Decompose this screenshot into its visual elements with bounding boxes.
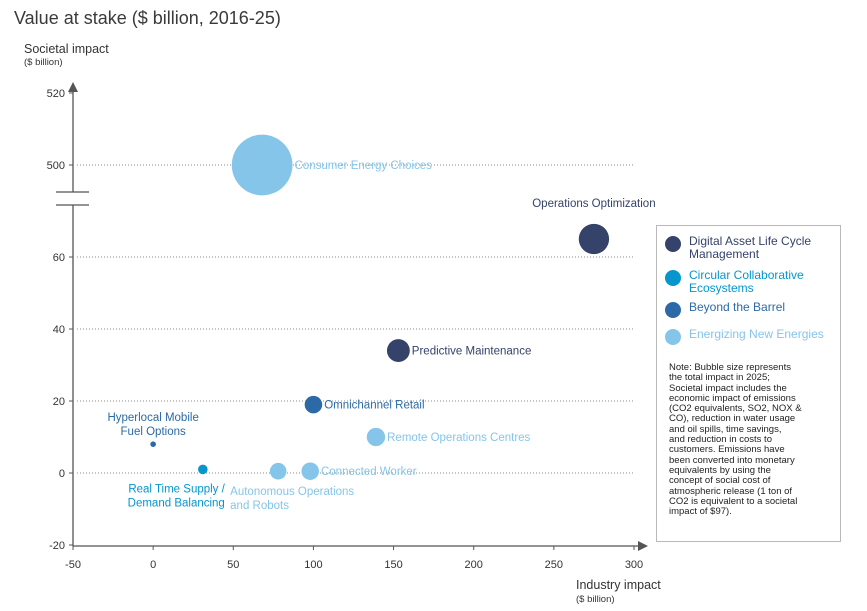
y-tick-label: 500 [47,160,65,172]
chart-title: Value at stake ($ billion, 2016-25) [14,8,281,28]
bubble [386,339,410,363]
legend-swatch [665,236,681,252]
y-tick-label: 520 [47,88,65,100]
y-tick-label: 60 [53,252,65,264]
y-axis-unit: ($ billion) [24,57,63,68]
note-line: CO), reduction in water usage [669,413,796,425]
x-tick-label: 200 [465,559,483,571]
note-line: and oil spills, time savings, [669,423,782,435]
bubble [578,223,610,255]
legend-label-line: Circular Collaborative [689,268,804,282]
x-tick-label: 100 [304,559,322,571]
legend-swatch [665,329,681,345]
y-tick-label: 20 [53,396,65,408]
x-tick-label: -50 [65,559,81,571]
note-line: concept of social cost of [669,475,771,487]
note-line: impact of $97). [669,506,732,518]
note-line: been converted into monetary [669,454,795,466]
note-line: customers. Emissions have [669,444,785,456]
bubble [304,395,323,414]
bubble-label: Fuel Options [121,426,186,438]
bubble [301,462,319,480]
bubble-label: Consumer Energy Choices [294,160,432,172]
legend-item-energizing: Energizing New Energies [665,328,837,345]
note-line: Note: Bubble size represents [669,362,791,373]
legend-label-line: Management [689,247,760,261]
bubble [198,464,208,475]
legend-swatch [665,270,681,286]
bubble [366,427,386,447]
y-tick-label: -20 [49,540,65,552]
legend: Digital Asset Life Cycle Management Circ… [656,225,841,542]
bubble-label: Omnichannel Retail [324,400,424,412]
legend-label-line: Digital Asset Life Cycle [689,234,812,248]
bubble-label: Real Time Supply / [128,483,225,495]
bubble-label: Predictive Maintenance [412,346,532,358]
x-tick-label: 150 [384,559,402,571]
bubble-label: Hyperlocal Mobile [107,412,198,424]
legend-label-line: Ecosystems [689,281,754,295]
bubble-label: and Robots [230,500,289,512]
note-line: the total impact in 2025; [669,372,770,384]
x-tick-label: 50 [227,559,239,571]
legend-item-beyond-barrel: Beyond the Barrel [665,301,837,318]
y-axis-arrow [68,82,78,92]
x-tick-label: 300 [625,559,643,571]
legend-swatch [665,302,681,318]
y-axis-label: Societal impact [24,42,109,56]
note-line: economic impact of emissions [669,392,796,404]
note-line: (CO2 equivalents, SO2, NOX & [669,403,802,415]
y-tick-label: 0 [59,468,65,480]
note-line: CO2 is equivalent to a societal [669,495,798,507]
x-tick-label: 250 [545,559,563,571]
legend-item-digital-asset: Digital Asset Life Cycle Management [665,235,837,261]
bubble-label: Connected Worker [321,466,417,478]
note-line: atmospheric release (1 ton of [669,485,793,497]
bubble-label: Demand Balancing [128,497,225,509]
note-line: equivalents by using the [669,464,771,476]
legend-label-line: Energizing New Energies [689,327,824,341]
bubble [150,441,156,448]
note-line: and reduction in costs to [669,434,772,446]
legend-item-circular: Circular Collaborative Ecosystems [665,269,837,295]
bubble-label: Operations Optimization [532,198,655,210]
x-axis-label: Industry impact [576,578,661,592]
x-axis-arrow [638,541,648,551]
bubble-label: Remote Operations Centres [387,432,530,444]
bubble [231,134,293,196]
x-axis-unit: ($ billion) [576,594,615,605]
legend-label-line: Beyond the Barrel [689,300,786,314]
note-line: Societal impact includes the [669,382,787,394]
y-tick-label: 40 [53,324,65,336]
bubble [269,462,287,480]
x-tick-label: 0 [150,559,156,571]
legend-note: Note: Bubble size represents the total i… [669,362,829,518]
bubble-label: Autonomous Operations [230,486,354,498]
